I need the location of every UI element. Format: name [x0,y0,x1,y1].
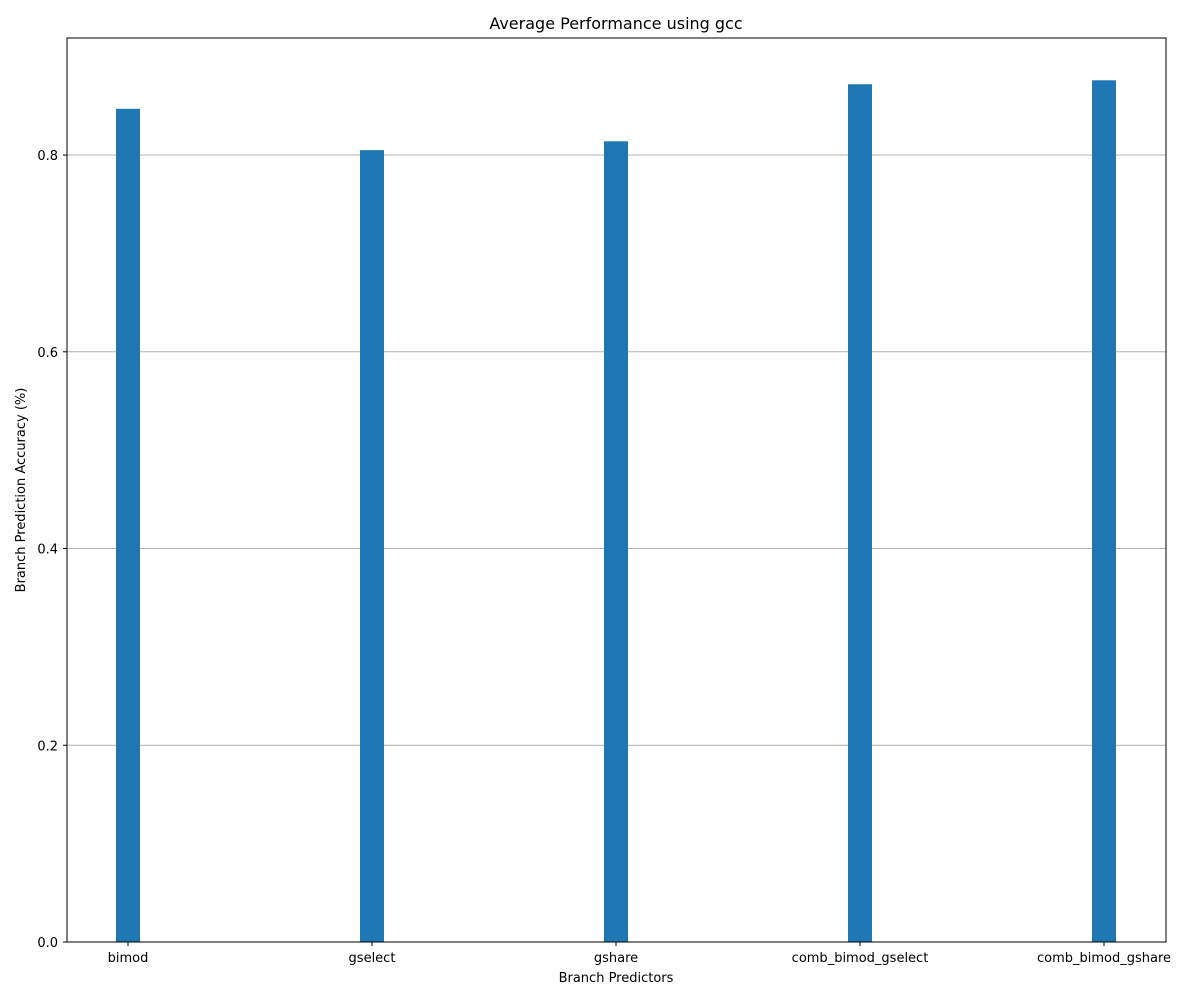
y-tick-label: 0.8 [37,149,58,164]
x-tick-label: comb_bimod_gshare [1037,951,1171,966]
bar [116,108,140,942]
y-tick-label: 0.4 [37,543,58,558]
y-tick-label: 0.0 [37,936,58,951]
y-axis-ticks: 0.0 0.2 0.4 0.6 0.8 [37,149,67,951]
x-axis-ticks: bimod gselect gshare comb_bimod_gselect comb… [108,942,1171,966]
bars [116,80,1116,943]
x-tick-label: gselect [349,951,396,966]
x-tick-label: bimod [108,951,149,966]
bar [1092,80,1116,942]
x-axis-title: Branch Predictors [559,971,674,986]
bar [848,84,872,943]
x-tick-label: comb_bimod_gselect [792,951,929,966]
y-axis-title: Branch Prediction Accuracy (%) [14,388,29,593]
bar [604,141,628,942]
y-tick-label: 0.6 [37,346,58,361]
bar [360,150,384,942]
y-tick-label: 0.2 [37,739,58,754]
x-tick-label: gshare [594,951,638,966]
chart-title: Average Performance using gcc [489,14,742,33]
